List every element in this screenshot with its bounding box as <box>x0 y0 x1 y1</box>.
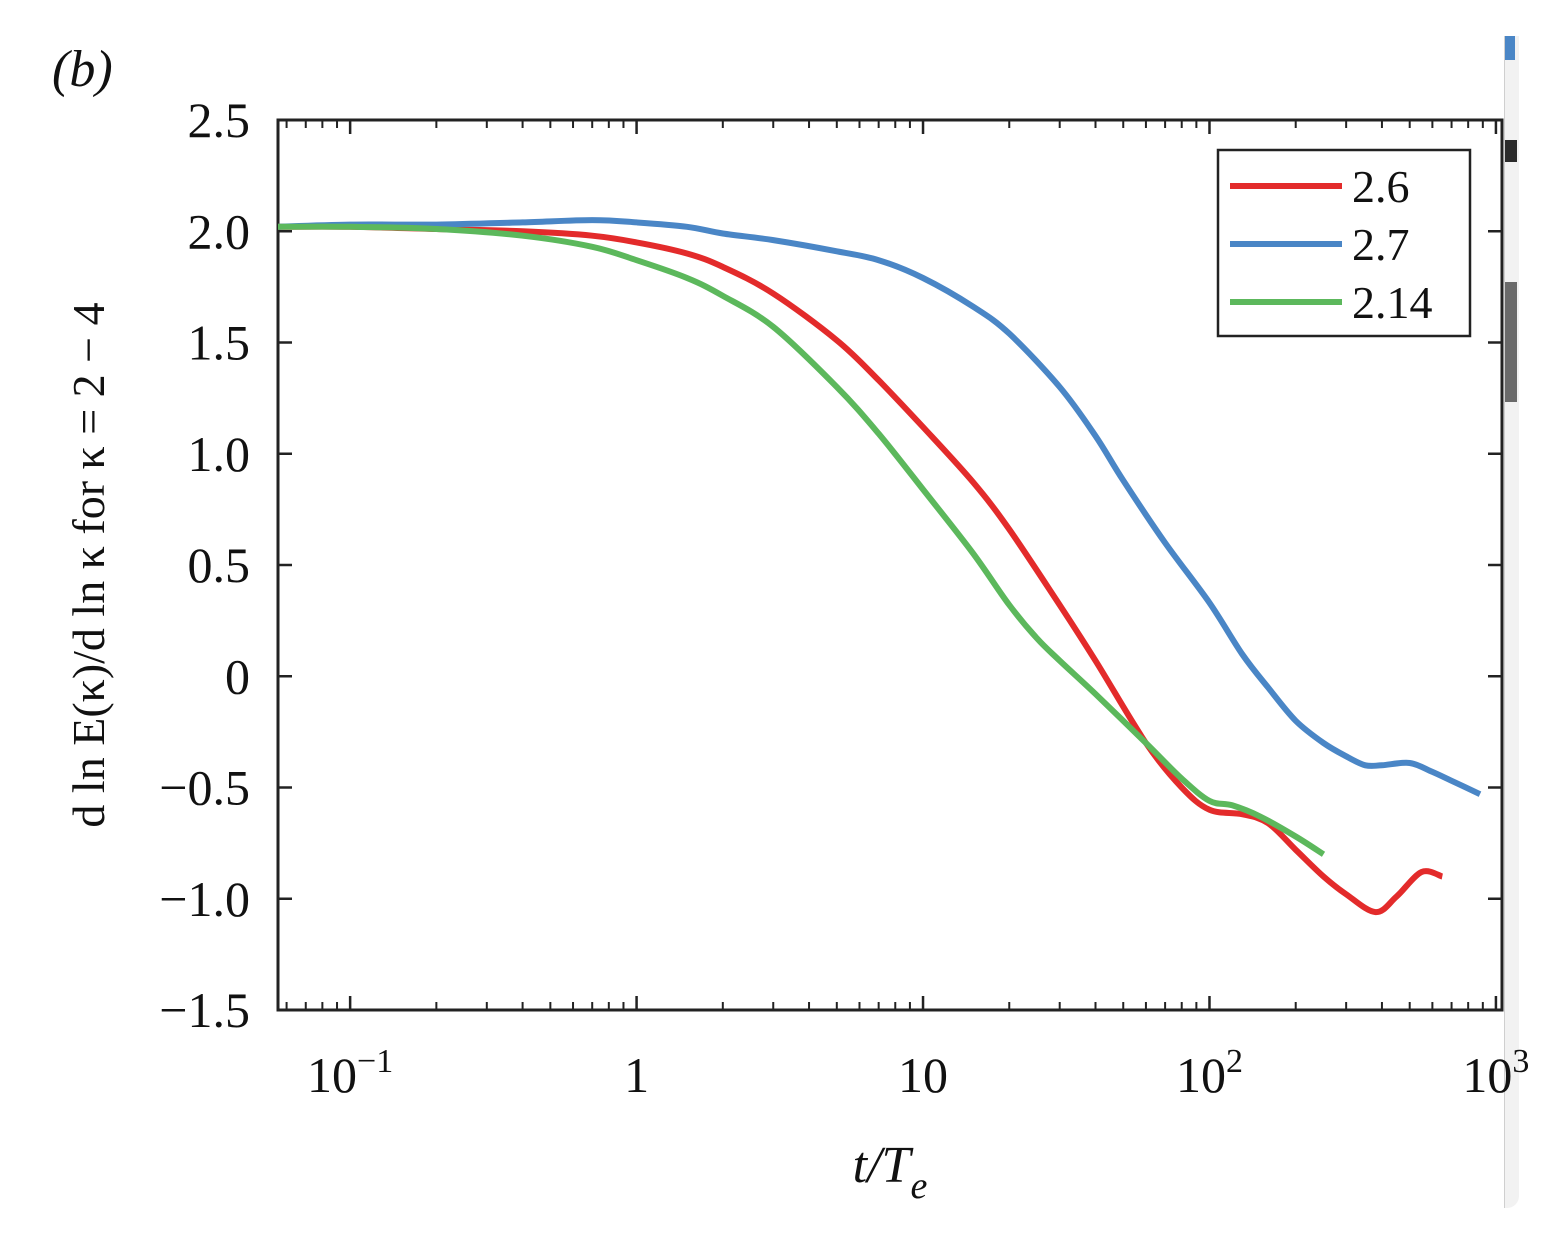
y-tick-label: 2.0 <box>188 203 251 259</box>
window-edge-bar <box>1505 140 1517 162</box>
y-tick-label: 1.0 <box>188 426 251 482</box>
x-tick-label: 10−1 <box>307 1043 393 1103</box>
y-tick-label: −0.5 <box>159 760 250 816</box>
x-axis-label: t/Te <box>853 1137 928 1207</box>
y-tick-label: 1.5 <box>188 315 251 371</box>
legend-label-2-7: 2.7 <box>1352 219 1410 270</box>
window-edge-strip <box>1504 36 1519 1208</box>
y-tick-label: −1.0 <box>159 871 250 927</box>
x-tick-label: 1 <box>624 1047 649 1103</box>
x-tick-label: 102 <box>1176 1043 1243 1103</box>
x-tick-label: 103 <box>1462 1043 1529 1103</box>
legend-label-2-14: 2.14 <box>1352 277 1433 328</box>
y-tick-label: 0.5 <box>188 537 251 593</box>
series-line-2-14 <box>278 223 1326 857</box>
y-tick-label: 2.5 <box>188 92 251 148</box>
x-tick-label: 10 <box>898 1047 948 1103</box>
y-axis-label: d ln E(κ)/d ln κ for κ = 2 − 4 <box>63 302 114 827</box>
series-line-2-6 <box>278 223 1444 916</box>
series-line-2-7 <box>278 217 1482 797</box>
legend-label-2-6: 2.6 <box>1352 161 1410 212</box>
panel-label: (b) <box>52 41 113 98</box>
window-edge-scroll <box>1505 282 1517 402</box>
y-tick-label: 0 <box>225 648 250 704</box>
y-tick-label: −1.5 <box>159 982 250 1038</box>
window-edge-accent <box>1505 36 1515 60</box>
